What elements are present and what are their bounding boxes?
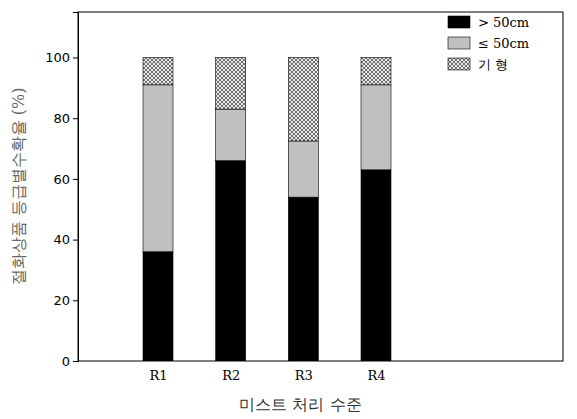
bar-segment: [216, 58, 246, 110]
bar-segment: [216, 161, 246, 361]
bar-segment: [288, 141, 318, 197]
y-tick-label: 100: [45, 50, 70, 65]
x-tick-label: R2: [222, 368, 240, 383]
x-axis: R1 R2 R3 R4: [149, 361, 385, 383]
y-tick: 80: [53, 111, 78, 126]
x-tick: R2: [222, 361, 240, 383]
legend-swatch: [448, 16, 470, 28]
bar-segment: [288, 58, 318, 141]
y-tick: 60: [53, 172, 78, 187]
plot-area: [143, 58, 391, 361]
x-tick-label: R3: [295, 368, 313, 383]
y-tick: 0: [62, 354, 78, 369]
y-tick: 40: [53, 232, 78, 247]
y-tick-label: 20: [53, 293, 70, 308]
x-tick-label: R1: [149, 368, 167, 383]
y-tick-label: 0: [62, 354, 70, 369]
legend-label: ≤ 50cm: [478, 36, 529, 51]
y-tick-label: 60: [53, 172, 70, 187]
y-axis: 0 20 40 60 80 100: [45, 13, 78, 369]
y-axis-title: 절화상품 등급별수확율 (%): [9, 88, 28, 286]
x-tick: R3: [295, 361, 313, 383]
y-axis-line: [73, 13, 79, 362]
bar-segment: [216, 109, 246, 161]
bar-segment: [288, 197, 318, 361]
y-tick-mark: [73, 179, 78, 180]
x-tick: R4: [367, 361, 385, 383]
legend: > 50cm ≤ 50cm 기 형: [448, 15, 529, 72]
plot-frame: [78, 12, 563, 361]
x-axis-title: 미스트 처리 수준: [239, 395, 361, 414]
legend-swatch: [448, 37, 470, 49]
bar-segment: [143, 58, 173, 85]
bar-segment: [143, 252, 173, 361]
y-tick-mark: [73, 361, 78, 362]
chart-svg: 0 20 40 60 80 100 R1 R2 R3 R4 미스트 처리 수준 절화상품 등급별수확율…: [0, 0, 577, 419]
y-tick: 100: [45, 50, 78, 65]
y-tick-label: 80: [53, 111, 70, 126]
legend-swatch: [448, 58, 470, 70]
x-tick-label: R4: [367, 368, 385, 383]
x-tick: R1: [149, 361, 167, 383]
y-tick-mark: [73, 300, 78, 301]
y-tick-label: 40: [53, 232, 70, 247]
bar-segment: [361, 85, 391, 170]
legend-label: 기 형: [478, 57, 508, 72]
y-tick: 20: [53, 293, 78, 308]
y-tick-mark: [73, 58, 78, 59]
legend-item: 기 형: [448, 57, 508, 72]
y-tick-mark: [73, 118, 78, 119]
legend-label: > 50cm: [478, 15, 529, 30]
legend-item: ≤ 50cm: [448, 36, 529, 51]
chart-container: 0 20 40 60 80 100 R1 R2 R3 R4 미스트 처리 수준 절화상품 등급별수확율…: [0, 0, 577, 419]
y-tick-mark: [73, 240, 78, 241]
bar-segment: [143, 85, 173, 252]
bar-segment: [361, 58, 391, 85]
bar-segment: [361, 170, 391, 361]
legend-item: > 50cm: [448, 15, 529, 30]
